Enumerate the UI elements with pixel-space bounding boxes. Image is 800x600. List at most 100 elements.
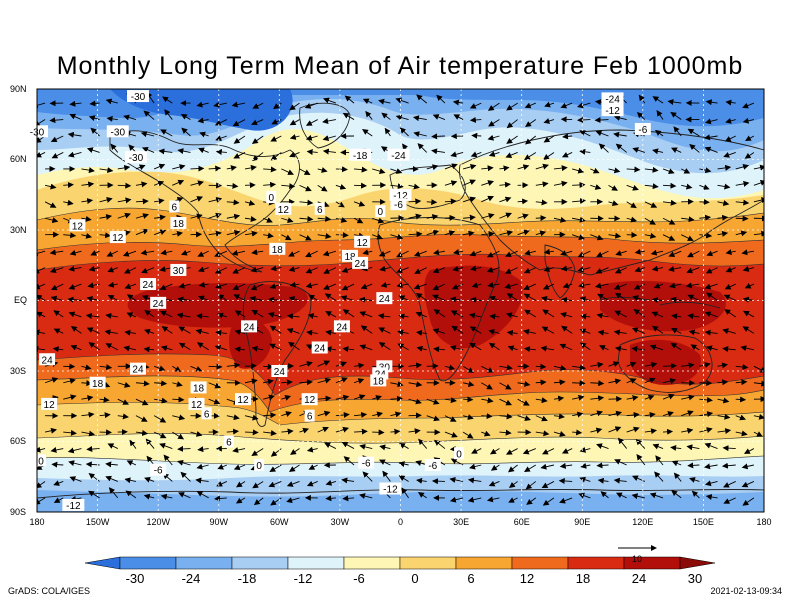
wind-arrow [81,430,96,437]
wind-arrow [488,480,500,487]
wind-arrow [535,363,547,370]
wind-vectors [37,91,764,506]
wind-arrow [251,119,264,126]
wind-arrow [408,398,422,405]
colorbar-tick-label: 30 [688,571,702,586]
wind-arrow [37,151,46,158]
contour-label: 18 [92,379,104,390]
wind-arrow [226,362,241,369]
contour-label: 12 [191,400,203,411]
wind-arrow [681,183,693,190]
wind-arrow [481,365,494,373]
contour-label: 24 [153,299,165,310]
wind-arrow [626,201,637,209]
wind-arrow [543,248,555,255]
wind-arrow [444,180,458,187]
wind-arrow [176,312,191,319]
wind-arrow [117,382,131,388]
wind-arrow [450,151,464,158]
contour-label-bg [223,435,234,448]
wind-arrow [226,428,240,435]
wind-arrow [417,492,428,499]
wind-arrow [398,461,409,468]
wind-arrow [190,365,203,372]
contour-label-bg [387,148,410,161]
wind-arrow [418,438,428,449]
wind-arrow [499,230,514,236]
contour-label: 18 [173,219,185,230]
contour-label: 24 [143,280,155,291]
wind-arrow [317,360,331,367]
colorbar-box [455,556,513,570]
colorbar: -30 -24 -18 -12 -6 0 6 12 18 24 30 [84,556,716,586]
wind-arrow [378,327,391,334]
wind-arrow [325,495,336,502]
wind-arrow [681,394,695,401]
wind-arrow [172,230,184,237]
wind-arrow [506,135,518,144]
wind-arrow [687,462,700,469]
wind-arrow [414,267,427,274]
wind-arrow [753,380,764,387]
wind-arrow [353,201,366,207]
colorbar-box [399,556,457,570]
wind-arrow [735,199,750,206]
wind-arrow [723,152,736,158]
contour-label: -18 [353,151,368,162]
wind-arrow [135,380,150,387]
wind-arrow [735,430,748,437]
wind-arrow [270,448,282,457]
contour-label: -6 [394,200,403,211]
wind-arrow [353,362,365,369]
wind-arrow [323,97,337,104]
wind-arrow [380,281,391,288]
wind-arrow [723,481,736,488]
wind-arrow [415,311,427,318]
wind-arrow [269,464,282,472]
wind-arrow [559,343,573,351]
wind-arrow [444,214,456,221]
contour-label: -24 [391,151,406,162]
wind-arrow [426,164,439,171]
wind-arrow [699,396,713,403]
lat-label: 90S [10,507,26,517]
wind-arrow [196,491,209,499]
wind-arrow [107,295,118,301]
wind-arrow [635,438,646,449]
wind-arrow [467,496,482,503]
wind-arrow [263,363,274,370]
wind-arrow [561,448,573,454]
contour-label: 0 [38,456,44,467]
wind-arrow [231,101,246,108]
wind-arrow [705,99,718,106]
wind-arrow [687,128,700,137]
wind-arrow [177,459,191,466]
wind-arrow [650,249,664,256]
wind-arrow [123,114,137,121]
wind-arrow [124,267,137,274]
wind-arrow [506,329,518,336]
wind-arrow [704,283,718,290]
wind-arrow [668,250,682,257]
wind-arrow [615,250,627,256]
wind-arrow [462,196,477,203]
wind-arrow [52,346,64,353]
wind-arrow [263,232,274,239]
wind-arrow [704,463,718,470]
wind-arrow [396,282,409,289]
wind-arrow [81,198,94,204]
wind-arrow [590,380,605,387]
wind-arrow [613,131,627,138]
wind-arrow [107,266,118,273]
wind-arrow [669,282,682,289]
wind-arrow [469,116,482,123]
contour-nh-24 [37,253,764,271]
wind-arrow [471,448,482,454]
wind-arrow [399,127,409,137]
wind-arrow [159,283,173,290]
wind-arrow [558,477,573,484]
wind-arrow [651,265,664,272]
wind-arrow [608,232,622,239]
wind-arrow [37,294,46,301]
wind-arrow [499,429,512,436]
